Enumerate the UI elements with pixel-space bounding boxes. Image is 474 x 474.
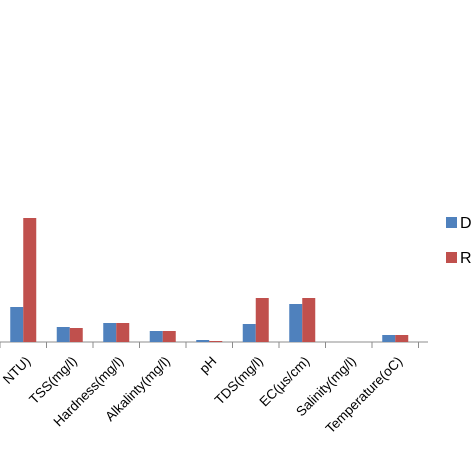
bar-D-2 <box>103 323 117 342</box>
bar-R-6 <box>302 298 316 342</box>
x-axis-ticks <box>0 342 419 348</box>
bar-D-6 <box>289 304 303 342</box>
bar-R-0 <box>23 218 37 342</box>
legend-swatch-R <box>446 252 457 263</box>
legend: DR <box>446 215 472 267</box>
bar-D-0 <box>10 307 24 342</box>
bar-D-4 <box>196 340 210 342</box>
bar-R-2 <box>116 323 130 342</box>
bar-D-5 <box>242 324 256 342</box>
bar-series <box>10 218 409 342</box>
legend-label-D: D <box>460 215 472 232</box>
bar-D-3 <box>149 331 163 342</box>
x-tick-label: NTU) <box>0 354 33 387</box>
x-tick-label: pH <box>197 354 220 377</box>
bar-R-1 <box>69 328 83 342</box>
bar-D-8 <box>382 335 396 342</box>
legend-swatch-D <box>446 217 457 228</box>
bar-R-8 <box>395 335 409 342</box>
bar-D-1 <box>56 327 70 342</box>
bar-R-4 <box>209 341 223 342</box>
bar-R-3 <box>162 331 176 342</box>
x-axis-tick-labels: NTU)TSS(mg/l)Hardness(mg/l)Alkalinty(mg/… <box>0 354 405 437</box>
bar-R-5 <box>255 298 269 342</box>
legend-label-R: R <box>460 250 472 267</box>
